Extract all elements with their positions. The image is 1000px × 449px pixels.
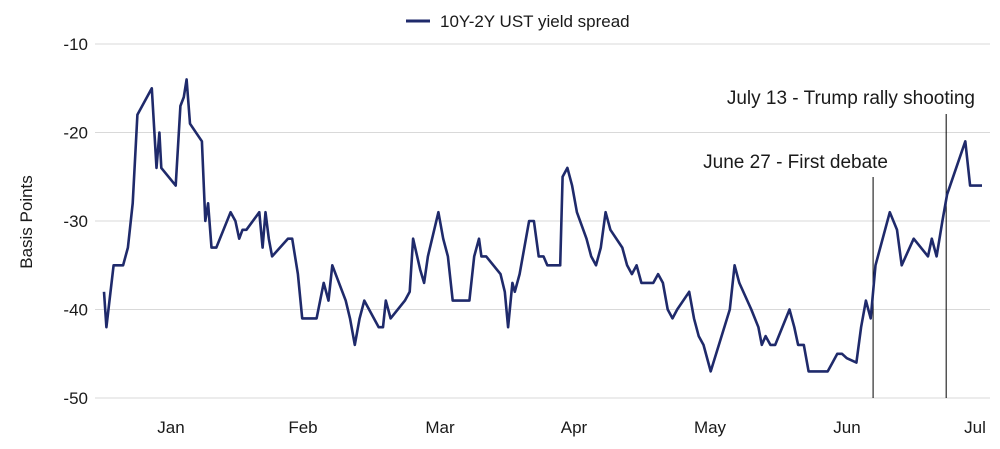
x-tick-label: Mar <box>425 418 455 437</box>
x-tick-label: Jan <box>157 418 184 437</box>
y-axis-title: Basis Points <box>17 175 36 269</box>
y-tick-label: -10 <box>63 35 88 54</box>
x-tick-label: May <box>694 418 727 437</box>
annotation-label: June 27 - First debate <box>703 152 888 173</box>
series-layer <box>102 78 982 373</box>
series-line <box>102 78 982 373</box>
y-tick-label: -20 <box>63 124 88 143</box>
annotation-label: July 13 - Trump rally shooting <box>727 88 975 109</box>
y-tick-label: -30 <box>63 212 88 231</box>
y-tick-label: -50 <box>63 389 88 408</box>
annotations: June 27 - First debate July 13 - Trump ra… <box>703 88 975 398</box>
x-tick-label: Jun <box>833 418 860 437</box>
x-tick-label: Feb <box>288 418 317 437</box>
x-tick-label: Jul <box>964 418 986 437</box>
x-tick-label: Apr <box>561 418 588 437</box>
x-tick-labels: Jan Feb Mar Apr May Jun Jul <box>157 418 986 437</box>
legend-label: 10Y-2Y UST yield spread <box>440 12 630 31</box>
y-tick-label: -40 <box>63 301 88 320</box>
grid-lines <box>95 43 990 399</box>
y-tick-labels: -10 -20 -30 -40 -50 <box>63 35 88 408</box>
legend: 10Y-2Y UST yield spread <box>406 12 630 31</box>
